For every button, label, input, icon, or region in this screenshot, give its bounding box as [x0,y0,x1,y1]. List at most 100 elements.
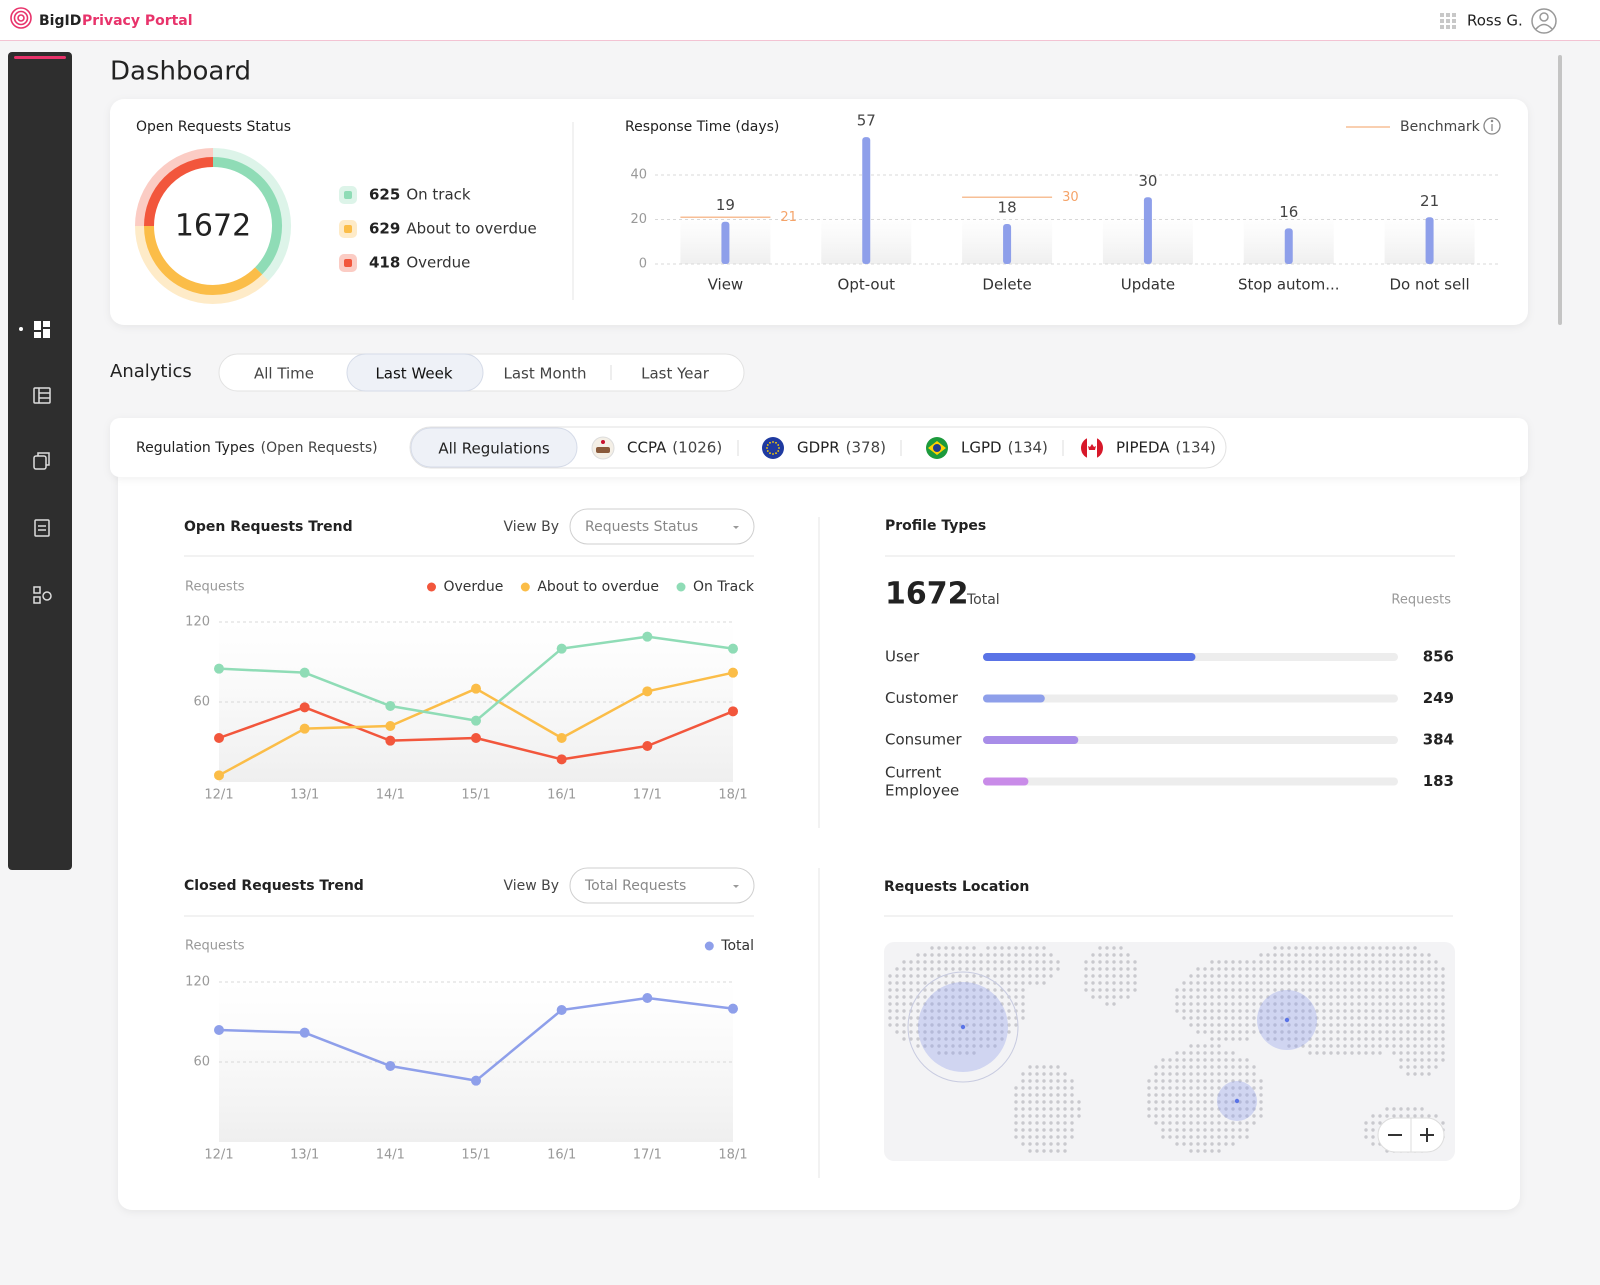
point [299,667,310,678]
point [471,1075,481,1086]
map-dot [1112,995,1116,999]
dropdown[interactable] [569,867,755,904]
map-dot [1350,1051,1354,1055]
map-dot [937,981,941,985]
nav-clipboard[interactable] [34,519,50,537]
tab[interactable]: Last Week [375,365,452,383]
map-dot [1189,1079,1193,1083]
apps-icon[interactable] [1440,13,1456,29]
map-dot [1196,1128,1200,1132]
map-dot [1420,953,1424,957]
map-dot [1259,988,1263,992]
dropdown-value[interactable]: Total Requests [584,878,686,894]
map-dot [895,988,899,992]
nav-requests[interactable] [33,387,51,404]
regulation-count[interactable]: (1026) [672,439,722,457]
map-dot [1308,1002,1312,1006]
regulation-name[interactable]: CCPA [627,439,667,457]
x-tick-label: Update [1121,276,1175,294]
map-dot [923,1002,927,1006]
map-dot [1378,981,1382,985]
map-dot [937,1030,941,1034]
map-dot [1147,1107,1151,1111]
map-dot [1259,953,1263,957]
map-dot [1098,967,1102,971]
map-dot [1098,981,1102,985]
x-tick-label: 12/1 [204,788,233,803]
scrollbar[interactable] [1558,55,1562,325]
product-name: Privacy Portal [82,13,193,29]
map-dot [1287,946,1291,950]
tab[interactable]: All Time [254,365,314,383]
regulation-name[interactable]: LGPD [961,439,1002,457]
map-dot [1210,1072,1214,1076]
profile-bar [983,694,1045,703]
legend-dot [520,582,530,592]
regulation-name[interactable]: PIPEDA [1116,439,1170,457]
map-dot [1119,946,1123,950]
tab[interactable]: Last Month [503,365,586,383]
map-dot [944,995,948,999]
map-dot [1042,946,1046,950]
regulation-count[interactable]: (134) [1008,439,1048,457]
avatar[interactable] [1531,8,1557,34]
map-dot [1168,1058,1172,1062]
map-dot [1364,946,1368,950]
map-dot [1238,960,1242,964]
filter-selected[interactable] [410,427,578,468]
map-dot [1399,946,1403,950]
map-dot [1189,1009,1193,1013]
map-dot [1322,946,1326,950]
map-dot [1259,1114,1263,1118]
map-dot [1021,1114,1025,1118]
map-dot [1217,1086,1221,1090]
map-dot [1119,981,1123,985]
map-dot [1119,988,1123,992]
map-dot [1042,1086,1046,1090]
map[interactable] [884,942,1455,1161]
map-dot [1238,1058,1242,1062]
zoom-in[interactable] [1420,1128,1434,1142]
tab-selected[interactable] [346,353,484,392]
nav-copies[interactable] [33,452,50,470]
map-dot [1042,974,1046,978]
map-dot [1161,1107,1165,1111]
dropdown-value[interactable]: Requests Status [585,519,698,535]
map-dot [1063,1121,1067,1125]
info-icon[interactable] [1483,117,1501,135]
map-dot [958,1009,962,1013]
map-dot [1441,1051,1445,1055]
legend-value: 418 [369,254,400,272]
map-dot [1000,1023,1004,1027]
map-dot [1301,953,1305,957]
map-dot [909,988,913,992]
map-dot [1028,1107,1032,1111]
map-dot [1406,953,1410,957]
map-dot [1035,1086,1039,1090]
map-dot [979,995,983,999]
nav-flows[interactable] [33,586,52,604]
user-name[interactable]: Ross G. [1467,12,1523,30]
map-dot [1301,1002,1305,1006]
map-dot [1084,967,1088,971]
map-dot [1308,974,1312,978]
map-dot [1434,1002,1438,1006]
regulation-count[interactable]: (378) [846,439,886,457]
map-dot [1203,967,1207,971]
map-dot [1301,995,1305,999]
map-dot [1420,1051,1424,1055]
map-dot [1070,1100,1074,1104]
map-dot [1399,1065,1403,1069]
tab[interactable]: Last Year [641,365,710,383]
dropdown[interactable] [569,508,755,545]
map-dot [937,1051,941,1055]
map-dot [1028,1065,1032,1069]
map-dot [1189,1065,1193,1069]
map-dot [1189,981,1193,985]
filter-all[interactable]: All Regulations [438,440,549,458]
map-dot [1357,1030,1361,1034]
regulation-name[interactable]: GDPR [797,439,840,457]
regulation-count[interactable]: (134) [1176,439,1216,457]
nav-dashboard[interactable] [34,321,50,338]
map-dot [1245,1079,1249,1083]
